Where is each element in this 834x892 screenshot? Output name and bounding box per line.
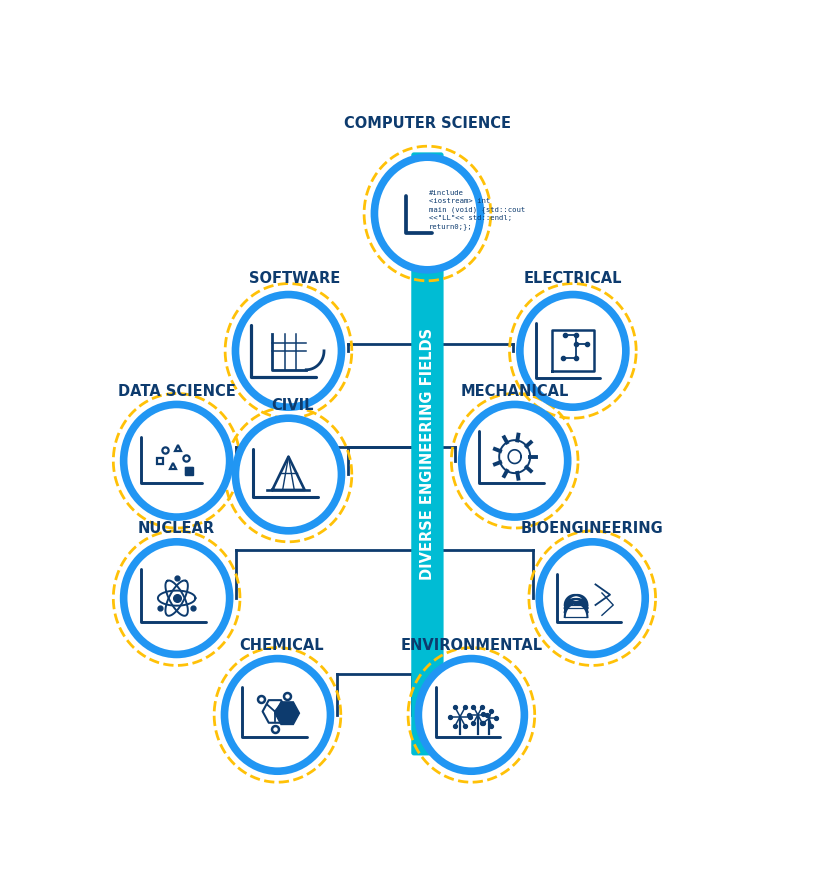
Circle shape xyxy=(235,418,341,531)
Text: DIVERSE ENGINEERING FIELDS: DIVERSE ENGINEERING FIELDS xyxy=(420,328,435,580)
Text: CIVIL: CIVIL xyxy=(272,398,314,413)
Text: BIOENGINEERING: BIOENGINEERING xyxy=(521,521,664,536)
Text: DATA SCIENCE: DATA SCIENCE xyxy=(118,384,235,399)
Text: CHEMICAL: CHEMICAL xyxy=(239,638,324,653)
Text: ELECTRICAL: ELECTRICAL xyxy=(524,270,622,285)
Text: #include
<iostream> int
main (void) {std::cout
<<"LL"<< std::endl;
return0;};: #include <iostream> int main (void) {std… xyxy=(430,190,525,229)
Circle shape xyxy=(224,658,330,772)
Circle shape xyxy=(520,294,626,407)
FancyBboxPatch shape xyxy=(411,153,444,756)
Circle shape xyxy=(540,541,646,655)
Circle shape xyxy=(374,157,480,269)
Text: ENVIRONMENTAL: ENVIRONMENTAL xyxy=(400,638,542,653)
Text: NUCLEAR: NUCLEAR xyxy=(138,521,215,536)
Polygon shape xyxy=(275,702,299,724)
Circle shape xyxy=(462,404,568,517)
Text: MECHANICAL: MECHANICAL xyxy=(460,384,569,399)
Text: SOFTWARE: SOFTWARE xyxy=(249,270,340,285)
Circle shape xyxy=(123,404,229,517)
Circle shape xyxy=(123,541,229,655)
Circle shape xyxy=(235,294,341,407)
Circle shape xyxy=(419,658,525,772)
Text: COMPUTER SCIENCE: COMPUTER SCIENCE xyxy=(344,116,511,131)
